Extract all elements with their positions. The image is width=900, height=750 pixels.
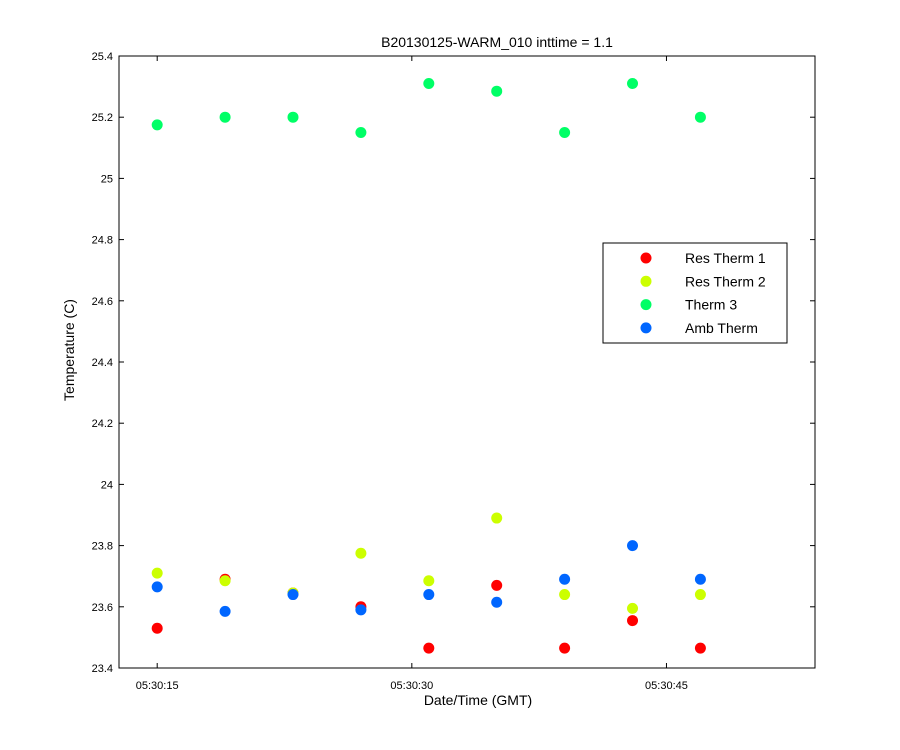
- data-point-res-therm-1: [559, 642, 571, 654]
- data-point-res-therm-1: [423, 642, 435, 654]
- legend-marker-res-therm-1: [640, 252, 652, 264]
- legend-marker-therm-3: [640, 299, 652, 311]
- data-point-res-therm-2: [491, 512, 503, 524]
- x-tick-label: 05:30:15: [136, 680, 179, 692]
- data-point-amb-therm: [559, 573, 571, 585]
- data-point-res-therm-1: [694, 642, 706, 654]
- data-point-amb-therm: [423, 589, 435, 601]
- data-point-therm-3: [491, 85, 503, 97]
- y-tick-label: 23.6: [92, 602, 113, 614]
- y-tick-label: 24.8: [92, 235, 113, 247]
- data-point-therm-3: [219, 111, 231, 123]
- data-point-amb-therm: [287, 589, 299, 601]
- y-tick-label: 25: [101, 173, 113, 185]
- y-tick-label: 25.4: [92, 51, 113, 63]
- legend: Res Therm 1 Res Therm 2 Therm 3 Amb Therm: [602, 242, 788, 344]
- legend-label-res-therm-1: Res Therm 1: [685, 250, 766, 266]
- chart-title: B20130125-WARM_010 inttime = 1.1: [381, 34, 613, 50]
- y-tick-label: 23.4: [92, 663, 113, 675]
- y-tick-label: 24.2: [92, 418, 113, 430]
- data-point-res-therm-2: [423, 575, 435, 587]
- data-point-res-therm-1: [491, 579, 503, 591]
- data-point-amb-therm: [694, 573, 706, 585]
- data-point-res-therm-2: [151, 567, 163, 579]
- data-point-res-therm-2: [694, 589, 706, 601]
- data-point-res-therm-2: [355, 547, 367, 559]
- y-tick-label: 24: [101, 479, 113, 491]
- y-axis-title: Temperature (C): [61, 299, 77, 401]
- legend-box: [602, 242, 788, 344]
- plot-area: 23.4 23.6 23.8 24 24.2 24.4 24.6 24.8 25 25.2 25.4…: [92, 51, 816, 692]
- legend-label-therm-3: Therm 3: [685, 297, 737, 313]
- legend-marker-res-therm-2: [640, 275, 652, 287]
- data-point-therm-3: [559, 127, 571, 138]
- data-point-amb-therm: [151, 581, 163, 593]
- data-point-therm-3: [423, 78, 435, 90]
- legend-label-amb-therm: Amb Therm: [685, 320, 758, 336]
- data-point-amb-therm: [219, 605, 231, 617]
- data-point-res-therm-2: [559, 589, 571, 601]
- data-point-amb-therm: [627, 540, 639, 552]
- y-tick-label: 25.2: [92, 112, 113, 124]
- y-tick-label: 24.6: [92, 296, 113, 308]
- data-point-amb-therm: [355, 604, 367, 616]
- legend-marker-amb-therm: [640, 322, 652, 334]
- x-tick-label: 05:30:45: [645, 680, 688, 692]
- data-point-therm-3: [287, 111, 299, 123]
- data-point-res-therm-1: [627, 615, 639, 627]
- data-point-res-therm-2: [627, 602, 639, 614]
- y-tick-label: 24.4: [92, 357, 113, 369]
- data-point-therm-3: [355, 127, 367, 138]
- data-point-therm-3: [694, 111, 706, 123]
- data-point-amb-therm: [491, 596, 503, 608]
- data-point-therm-3: [627, 78, 639, 90]
- data-point-therm-3: [151, 119, 163, 131]
- x-tick-label: 05:30:30: [390, 680, 433, 692]
- x-axis-title: Date/Time (GMT): [424, 692, 532, 708]
- legend-label-res-therm-2: Res Therm 2: [685, 273, 766, 289]
- y-tick-label: 23.8: [92, 541, 113, 553]
- data-point-res-therm-2: [219, 575, 231, 587]
- data-point-res-therm-1: [151, 622, 163, 634]
